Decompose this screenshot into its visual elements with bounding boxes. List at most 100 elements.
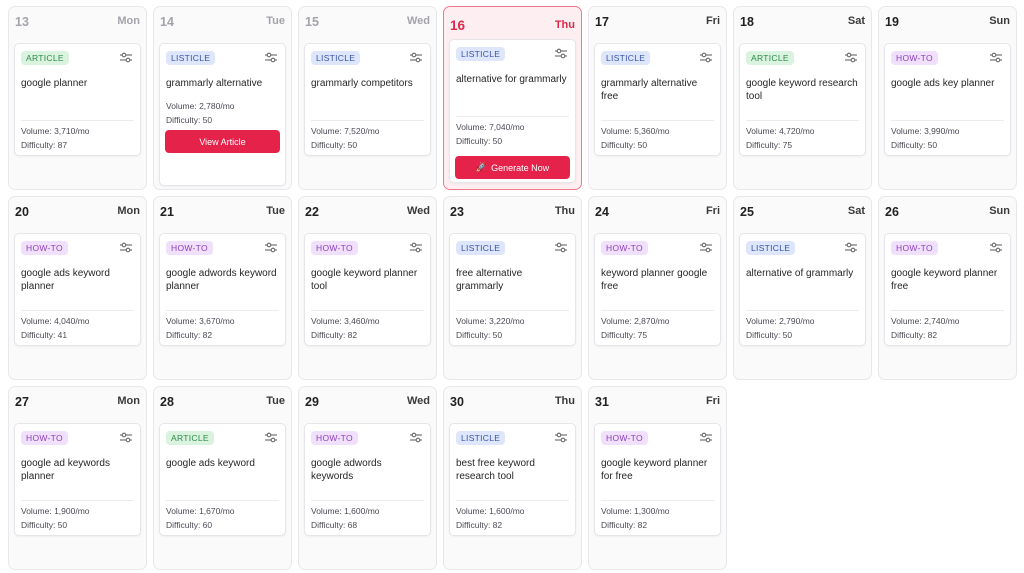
keyword-card[interactable]: ARTICLE google keyword research tool Vol…: [739, 43, 866, 156]
sliders-icon[interactable]: [265, 52, 277, 63]
calendar-day-30[interactable]: 30 Thu LISTICLE best free keyword resear…: [443, 386, 582, 570]
day-name: Sat: [847, 205, 865, 217]
sliders-icon[interactable]: [700, 242, 712, 253]
calendar-day-13[interactable]: 13 Mon ARTICLE google planner Volume: 3,…: [8, 6, 147, 190]
keyword-card[interactable]: ARTICLE google ads keyword Volume: 1,670…: [159, 423, 286, 536]
keyword-card[interactable]: HOW-TO google ads keyword planner Volume…: [14, 233, 141, 346]
calendar-day-23[interactable]: 23 Thu LISTICLE free alternative grammar…: [443, 196, 582, 380]
keyword-title: best free keyword research tool: [456, 458, 535, 482]
keyword-card[interactable]: LISTICLE alternative of grammarly Volume…: [739, 233, 866, 346]
difficulty-text: Difficulty: 50: [891, 140, 938, 150]
calendar-day-24[interactable]: 24 Fri HOW-TO keyword planner google fre…: [588, 196, 727, 380]
keyword-card[interactable]: LISTICLE grammarly alternative Volume: 2…: [159, 43, 286, 186]
divider: [21, 500, 134, 501]
sliders-icon[interactable]: [990, 52, 1002, 63]
calendar-day-20[interactable]: 20 Mon HOW-TO google ads keyword planner…: [8, 196, 147, 380]
content-type-badge: LISTICLE: [166, 51, 216, 65]
content-type-badge: HOW-TO: [891, 241, 938, 255]
keyword-title: google ads keyword planner: [21, 268, 110, 292]
difficulty-text: Difficulty: 50: [601, 140, 648, 150]
divider: [746, 120, 859, 121]
volume-text: Volume: 7,040/mo: [456, 122, 525, 132]
sliders-icon[interactable]: [410, 52, 422, 63]
keyword-card[interactable]: HOW-TO google adwords keywords Volume: 1…: [304, 423, 431, 536]
difficulty-text: Difficulty: 41: [21, 330, 68, 340]
difficulty-text: Difficulty: 82: [601, 520, 648, 530]
keyword-title: google keyword planner free: [891, 268, 998, 292]
calendar-day-14[interactable]: 14 Tue LISTICLE grammarly alternative Vo…: [153, 6, 292, 190]
sliders-icon[interactable]: [265, 242, 277, 253]
sliders-icon[interactable]: [120, 242, 132, 253]
sliders-icon[interactable]: [700, 432, 712, 443]
calendar-day-22[interactable]: 22 Wed HOW-TO google keyword planner too…: [298, 196, 437, 380]
keyword-card[interactable]: HOW-TO google adwords keyword planner Vo…: [159, 233, 286, 346]
volume-text: Volume: 2,790/mo: [746, 316, 815, 326]
sliders-icon[interactable]: [120, 52, 132, 63]
keyword-card[interactable]: HOW-TO keyword planner google free Volum…: [594, 233, 721, 346]
calendar-day-26[interactable]: 26 Sun HOW-TO google keyword planner fre…: [878, 196, 1017, 380]
sliders-icon[interactable]: [265, 432, 277, 443]
sliders-icon[interactable]: [555, 48, 567, 59]
content-type-badge: LISTICLE: [456, 47, 506, 61]
difficulty-text: Difficulty: 87: [21, 140, 68, 150]
day-name: Thu: [554, 19, 575, 31]
day-name: Thu: [554, 205, 575, 217]
sliders-icon[interactable]: [555, 432, 567, 443]
calendar-day-28[interactable]: 28 Tue ARTICLE google ads keyword Volume…: [153, 386, 292, 570]
sliders-icon[interactable]: [990, 242, 1002, 253]
keyword-card[interactable]: HOW-TO google keyword planner tool Volum…: [304, 233, 431, 346]
keyword-card[interactable]: ARTICLE google planner Volume: 3,710/mo …: [14, 43, 141, 156]
calendar-day-25[interactable]: 25 Sat LISTICLE alternative of grammarly…: [733, 196, 872, 380]
keyword-title: google adwords keyword planner: [166, 268, 277, 292]
sliders-icon[interactable]: [410, 242, 422, 253]
calendar-day-18[interactable]: 18 Sat ARTICLE google keyword research t…: [733, 6, 872, 190]
keyword-title: alternative for grammarly: [456, 74, 567, 85]
day-number: 20: [15, 205, 29, 219]
keyword-card[interactable]: HOW-TO google ads key planner Volume: 3,…: [884, 43, 1011, 156]
sliders-icon[interactable]: [700, 52, 712, 63]
day-number: 28: [160, 395, 174, 409]
calendar-day-27[interactable]: 27 Mon HOW-TO google ad keywords planner…: [8, 386, 147, 570]
volume-text: Volume: 1,670/mo: [166, 506, 235, 516]
calendar-day-16-today[interactable]: 16 Thu LISTICLE alternative for grammarl…: [443, 6, 582, 190]
sliders-icon[interactable]: [845, 52, 857, 63]
divider: [21, 120, 134, 121]
difficulty-text: Difficulty: 82: [891, 330, 938, 340]
calendar-day-29[interactable]: 29 Wed HOW-TO google adwords keywords Vo…: [298, 386, 437, 570]
sliders-icon[interactable]: [410, 432, 422, 443]
keyword-card[interactable]: HOW-TO google keyword planner free Volum…: [884, 233, 1011, 346]
calendar-day-19[interactable]: 19 Sun HOW-TO google ads key planner Vol…: [878, 6, 1017, 190]
keyword-card[interactable]: LISTICLE best free keyword research tool…: [449, 423, 576, 536]
sliders-icon[interactable]: [555, 242, 567, 253]
calendar-day-17[interactable]: 17 Fri LISTICLE grammarly alternative fr…: [588, 6, 727, 190]
day-number: 13: [15, 15, 29, 29]
divider: [456, 500, 569, 501]
keyword-card[interactable]: LISTICLE grammarly alternative free Volu…: [594, 43, 721, 156]
sliders-icon[interactable]: [120, 432, 132, 443]
calendar-day-15[interactable]: 15 Wed LISTICLE grammarly competitors Vo…: [298, 6, 437, 190]
day-name: Wed: [406, 395, 430, 407]
keyword-card[interactable]: HOW-TO google keyword planner for free V…: [594, 423, 721, 536]
keyword-card[interactable]: LISTICLE alternative for grammarly Volum…: [449, 39, 576, 183]
rocket-icon: 🚀: [475, 162, 488, 172]
calendar-day-21[interactable]: 21 Tue HOW-TO google adwords keyword pla…: [153, 196, 292, 380]
generate-now-button[interactable]: 🚀 Generate Now: [455, 156, 570, 179]
day-name: Tue: [266, 205, 285, 217]
volume-text: Volume: 3,460/mo: [311, 316, 380, 326]
content-type-badge: HOW-TO: [891, 51, 938, 65]
calendar-day-31[interactable]: 31 Fri HOW-TO google keyword planner for…: [588, 386, 727, 570]
difficulty-text: Difficulty: 50: [746, 330, 793, 340]
day-number: 14: [160, 15, 174, 29]
keyword-title: google ads keyword: [166, 458, 255, 469]
keyword-title: google keyword research tool: [746, 78, 858, 102]
divider: [311, 120, 424, 121]
divider: [311, 310, 424, 311]
keyword-card[interactable]: LISTICLE free alternative grammarly Volu…: [449, 233, 576, 346]
sliders-icon[interactable]: [845, 242, 857, 253]
keyword-card[interactable]: HOW-TO google ad keywords planner Volume…: [14, 423, 141, 536]
volume-text: Volume: 2,870/mo: [601, 316, 670, 326]
day-name: Thu: [554, 395, 575, 407]
view-article-button[interactable]: View Article: [165, 130, 280, 153]
divider: [601, 120, 714, 121]
keyword-card[interactable]: LISTICLE grammarly competitors Volume: 7…: [304, 43, 431, 156]
